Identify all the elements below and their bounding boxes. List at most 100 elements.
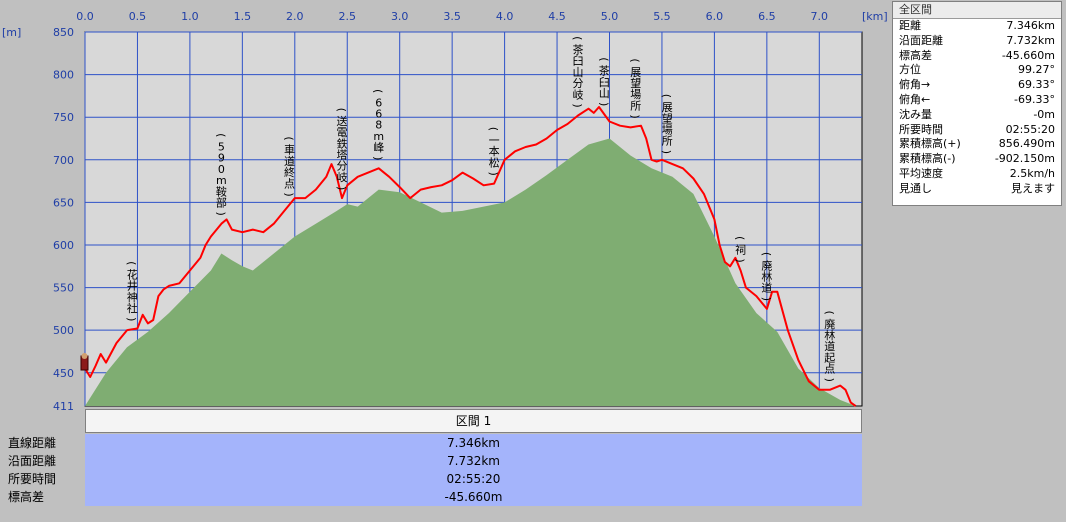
svg-text:山: 山 <box>599 87 610 100</box>
x-tick-label: 7.0 <box>811 10 829 23</box>
stat-row: 沈み量 -0m <box>893 108 1061 123</box>
svg-text:): ) <box>283 192 296 196</box>
waypoint-label[interactable]: (廃林道) <box>760 252 773 301</box>
svg-text:山: 山 <box>573 66 584 79</box>
section-header[interactable]: 区間 1 <box>85 409 862 433</box>
svg-text:祠: 祠 <box>735 243 746 256</box>
stat-row: 距離 7.346km <box>893 19 1061 34</box>
stat-value: -902.150m <box>994 152 1055 166</box>
svg-text:場: 場 <box>662 124 673 137</box>
svg-text:本: 本 <box>489 144 500 158</box>
svg-text:(: ( <box>335 108 348 112</box>
stat-row: 沿面距離 7.732km <box>893 34 1061 49</box>
start-marker-icon[interactable] <box>80 353 89 371</box>
terrain-layer <box>85 138 856 406</box>
x-tick-label: 5.5 <box>653 10 671 23</box>
svg-text:神: 神 <box>127 290 138 304</box>
y-tick-label: 650 <box>53 196 74 209</box>
waypoint-label[interactable]: (祠) <box>734 236 747 263</box>
section-row-value: 7.732km <box>447 454 500 468</box>
y-tick-label: 850 <box>53 26 74 39</box>
svg-text:井: 井 <box>127 279 138 293</box>
stat-row: 累積標高(-) -902.150m <box>893 152 1061 167</box>
section-row-label: 所要時間 <box>8 472 57 486</box>
stat-label: 沿面距離 <box>899 33 943 47</box>
svg-text:林: 林 <box>761 269 772 283</box>
stat-label: 俯角← <box>899 92 931 106</box>
stat-row: 俯角→ 69.33° <box>893 78 1061 93</box>
stat-row: 標高差 -45.660m <box>893 49 1061 64</box>
stat-label: 沈み量 <box>899 107 932 121</box>
section-row-label: 直線距離 <box>8 436 57 450</box>
svg-text:(: ( <box>372 89 385 93</box>
stat-value: -69.33° <box>1014 92 1055 106</box>
stat-label: 方位 <box>899 63 921 77</box>
x-tick-label: 0.5 <box>129 10 147 23</box>
stat-label: 累積標高(-) <box>899 152 956 166</box>
x-tick-label: 1.5 <box>234 10 252 23</box>
svg-text:): ) <box>335 186 348 190</box>
svg-text:): ) <box>823 378 836 382</box>
svg-text:社: 社 <box>127 301 138 315</box>
svg-text:送: 送 <box>337 114 348 128</box>
svg-text:鉄: 鉄 <box>337 136 348 150</box>
svg-text:): ) <box>372 156 385 160</box>
stat-value: 02:55:20 <box>1005 122 1055 136</box>
svg-text:所: 所 <box>662 135 673 148</box>
stat-row: 方位 99.27° <box>893 63 1061 78</box>
svg-text:6: 6 <box>375 96 382 109</box>
svg-text:廃: 廃 <box>761 258 772 272</box>
svg-text:岐: 岐 <box>573 88 584 101</box>
section-row-label: 沿面距離 <box>8 454 57 468</box>
section-row-value: 7.346km <box>447 436 500 450</box>
waypoint-label[interactable]: (茶臼山) <box>597 57 610 106</box>
svg-text:(: ( <box>629 58 642 62</box>
svg-text:場: 場 <box>630 88 641 101</box>
svg-text:点: 点 <box>824 363 835 376</box>
y-tick-label: 750 <box>53 111 74 124</box>
svg-text:花: 花 <box>127 269 138 282</box>
svg-text:電: 電 <box>337 126 348 139</box>
svg-text:): ) <box>597 102 610 106</box>
svg-text:9: 9 <box>218 152 225 165</box>
terrain-area <box>85 138 856 406</box>
y-tick-label: 800 <box>53 69 74 82</box>
svg-text:(: ( <box>571 36 584 40</box>
svg-text:臼: 臼 <box>573 54 584 68</box>
svg-text:(: ( <box>597 57 610 61</box>
y-tick-label: 700 <box>53 154 74 167</box>
x-axis-unit: [km] <box>862 10 888 23</box>
stat-label: 距離 <box>899 19 921 32</box>
svg-text:): ) <box>760 297 773 301</box>
svg-text:峰: 峰 <box>373 141 384 154</box>
y-tick-label: 600 <box>53 239 74 252</box>
route-layer <box>84 106 857 407</box>
stat-row: 所要時間 02:55:20 <box>893 123 1061 138</box>
section-row-value: 02:55:20 <box>446 472 501 486</box>
stat-value: -45.660m <box>1001 48 1055 62</box>
svg-text:(: ( <box>283 136 296 140</box>
stat-value: -0m <box>1033 107 1055 121</box>
stat-value: 856.490m <box>998 137 1055 151</box>
waypoint-label[interactable]: (一本松) <box>487 127 500 176</box>
svg-text:m: m <box>373 130 384 143</box>
section-row-label: 標高差 <box>8 490 45 504</box>
svg-text:(: ( <box>760 252 773 256</box>
svg-text:松: 松 <box>489 155 500 169</box>
svg-text:部: 部 <box>216 195 227 209</box>
svg-text:展: 展 <box>630 66 641 79</box>
svg-text:): ) <box>629 114 642 118</box>
svg-text:望: 望 <box>662 112 673 125</box>
svg-text:塔: 塔 <box>337 149 348 162</box>
